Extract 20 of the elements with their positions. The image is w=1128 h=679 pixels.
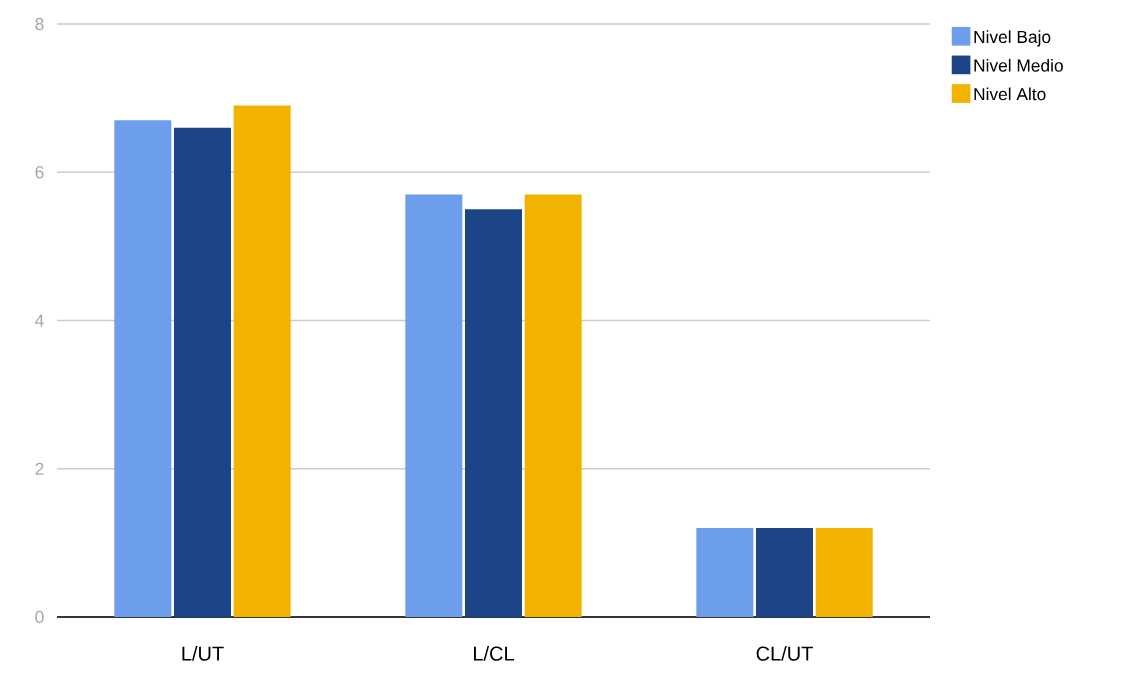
bar [405,194,463,617]
x-tick-label: L/CL [474,646,514,661]
y-tick-label: 2 [35,462,44,475]
bar [696,528,754,617]
bar [524,194,582,617]
y-tick-label: 8 [35,17,44,31]
bar [114,120,172,617]
y-tick-label: 6 [35,166,44,179]
legend-label: Nivel Medio [974,58,1063,72]
x-tick-label: CL/UT [756,646,813,661]
legend-label: Nivel Bajo [974,30,1051,47]
bar [174,127,231,617]
y-tick-label: 0 [35,610,44,624]
bar [465,209,523,617]
bar [815,528,873,617]
bar [756,528,814,617]
bar [233,105,291,617]
x-tick-label: L/UT [182,646,224,661]
y-tick-label: 4 [35,314,44,327]
legend-label: Nivel Alto [974,87,1046,101]
